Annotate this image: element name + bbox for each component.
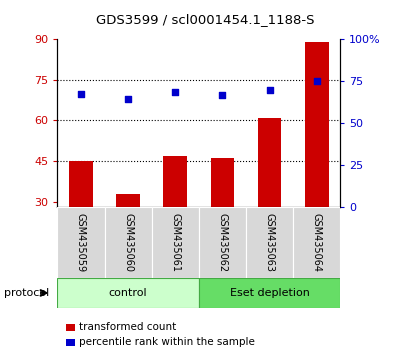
Text: GSM435064: GSM435064 xyxy=(311,213,321,272)
Text: GSM435060: GSM435060 xyxy=(123,213,133,272)
Bar xyxy=(116,194,139,207)
Text: Eset depletion: Eset depletion xyxy=(229,288,309,298)
Text: GSM435059: GSM435059 xyxy=(76,213,86,272)
Text: GSM435061: GSM435061 xyxy=(170,213,180,272)
Bar xyxy=(245,207,292,278)
Bar xyxy=(69,161,92,207)
Bar xyxy=(210,158,234,207)
Bar xyxy=(151,207,198,278)
Text: GDS3599 / scl0001454.1_1188-S: GDS3599 / scl0001454.1_1188-S xyxy=(96,13,313,26)
Point xyxy=(312,78,319,84)
Bar xyxy=(198,278,339,308)
Point xyxy=(78,91,84,96)
Text: percentile rank within the sample: percentile rank within the sample xyxy=(79,337,254,347)
Bar xyxy=(163,155,187,207)
Bar xyxy=(304,42,328,207)
Bar xyxy=(57,207,104,278)
Text: protocol: protocol xyxy=(4,288,49,298)
Text: GSM435063: GSM435063 xyxy=(264,213,274,272)
Point xyxy=(266,87,272,93)
Bar xyxy=(57,278,198,308)
Point xyxy=(125,96,131,102)
Text: control: control xyxy=(108,288,147,298)
Bar xyxy=(292,207,339,278)
Text: transformed count: transformed count xyxy=(79,322,175,332)
Point xyxy=(172,89,178,95)
Text: GSM435062: GSM435062 xyxy=(217,213,227,272)
Bar xyxy=(198,207,245,278)
Point xyxy=(219,92,225,98)
Bar xyxy=(104,207,151,278)
Bar xyxy=(257,118,281,207)
